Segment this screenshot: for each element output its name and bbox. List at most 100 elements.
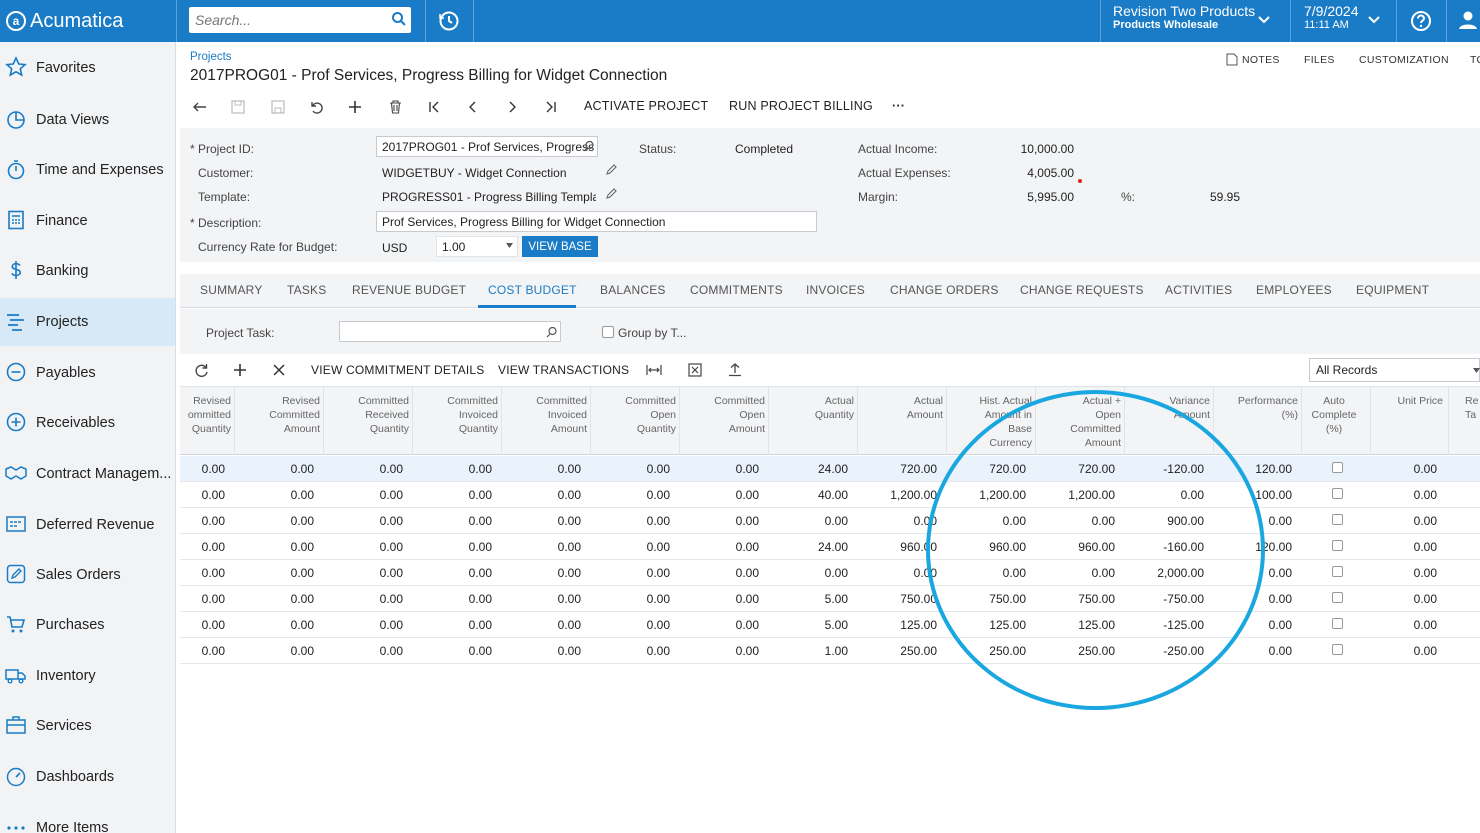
save-button[interactable] [268, 95, 288, 119]
sidebar-item-inventory[interactable]: Inventory [0, 652, 175, 700]
run-project-billing-button[interactable]: RUN PROJECT BILLING [729, 99, 873, 113]
refresh-icon[interactable] [194, 363, 209, 378]
sidebar-item-purchases[interactable]: Purchases [0, 601, 175, 649]
sidebar-item-contract-management[interactable]: Contract Managem... [0, 450, 175, 498]
edit-icon[interactable] [605, 187, 618, 200]
column-header-revised-committed-amount[interactable]: Revised Committed Amount [269, 395, 320, 435]
table-row[interactable]: 0.00 0.00 0.00 0.00 0.00 0.00 0.00 1.00 250.00 25… [180, 638, 1480, 664]
help-icon[interactable] [1410, 10, 1432, 32]
sidebar-item-banking[interactable]: Banking [0, 247, 175, 295]
auto-complete-checkbox[interactable] [1332, 540, 1343, 551]
sidebar-item-receivables[interactable]: Receivables [0, 399, 175, 447]
tab-change-orders[interactable]: CHANGE ORDERS [890, 283, 999, 297]
breadcrumb[interactable]: Projects [190, 51, 232, 63]
search-icon[interactable] [583, 140, 595, 152]
template-value[interactable]: PROGRESS01 - Progress Billing Template [382, 190, 596, 204]
tab-employees[interactable]: EMPLOYEES [1256, 283, 1332, 297]
column-header-unit-price[interactable]: Unit Price [1397, 395, 1443, 407]
view-base-button[interactable]: VIEW BASE [522, 236, 598, 257]
column-header-actual-quantity[interactable]: Actual Quantity [814, 395, 854, 421]
date-selector[interactable]: 7/9/2024 11:11 AM [1304, 3, 1359, 31]
excel-export-icon[interactable] [688, 363, 702, 377]
plus-icon[interactable] [233, 363, 247, 377]
sidebar-item-deferred-revenue[interactable]: Deferred Revenue [0, 501, 175, 549]
auto-complete-checkbox[interactable] [1332, 566, 1343, 577]
next-record-button[interactable] [502, 95, 522, 119]
notes-icon[interactable] [1226, 53, 1238, 66]
column-header-revised-committed-quantity[interactable]: Revised ommitted Quantity [187, 395, 231, 435]
branch-selector[interactable]: Revision Two Products Products Wholesale [1113, 3, 1255, 31]
rate-selector[interactable]: 1.00 [436, 236, 518, 257]
auto-complete-checkbox[interactable] [1332, 514, 1343, 525]
upload-icon[interactable] [728, 362, 742, 377]
search-box[interactable] [189, 7, 411, 33]
search-icon[interactable] [546, 326, 558, 338]
history-icon[interactable] [437, 9, 461, 33]
tab-tasks[interactable]: TASKS [287, 283, 327, 297]
chevron-down-icon[interactable] [1257, 13, 1271, 27]
tab-summary[interactable]: SUMMARY [200, 283, 263, 297]
sidebar-item-sales-orders[interactable]: Sales Orders [0, 551, 175, 599]
tools-link[interactable]: TO [1470, 54, 1480, 66]
fit-columns-icon[interactable] [646, 364, 662, 376]
tab-activities[interactable]: ACTIVITIES [1165, 283, 1233, 297]
search-icon[interactable] [391, 11, 407, 27]
column-header-auto-complete-percent[interactable]: Auto Complete (%) [1311, 395, 1357, 435]
column-header-hist-actual-amount-base[interactable]: Hist. Actual Amount in Base Currency [979, 395, 1032, 449]
tab-change-requests[interactable]: CHANGE REQUESTS [1020, 283, 1144, 297]
search-input[interactable] [189, 7, 379, 33]
table-row[interactable]: 0.00 0.00 0.00 0.00 0.00 0.00 0.00 0.00 0.00 0.00… [180, 560, 1480, 586]
project-id-field[interactable]: 2017PROG01 - Prof Services, Progress Bil… [376, 136, 598, 157]
column-header-performance-percent[interactable]: Performance (%) [1237, 395, 1298, 421]
table-row[interactable]: 0.00 0.00 0.00 0.00 0.00 0.00 0.00 5.00 125.00 12… [180, 612, 1480, 638]
column-header-actual-amount[interactable]: Actual Amount [906, 395, 943, 421]
auto-complete-checkbox[interactable] [1332, 644, 1343, 655]
chevron-down-icon[interactable] [1367, 13, 1381, 27]
close-icon[interactable] [273, 364, 285, 376]
table-row[interactable]: 0.00 0.00 0.00 0.00 0.00 0.00 0.00 5.00 750.00 75… [180, 586, 1480, 612]
view-transactions-button[interactable]: VIEW TRANSACTIONS [498, 363, 630, 377]
sidebar-item-favorites[interactable]: Favorites [0, 44, 175, 92]
first-record-button[interactable] [424, 95, 444, 119]
column-header-committed-invoiced-quantity[interactable]: Committed Invoiced Quantity [447, 395, 498, 435]
column-header-committed-invoiced-amount[interactable]: Committed Invoiced Amount [536, 395, 587, 435]
table-row[interactable]: 0.00 0.00 0.00 0.00 0.00 0.00 0.00 24.00 720.00 7… [180, 456, 1480, 482]
column-header-variance-amount[interactable]: Variance Amount [1169, 395, 1210, 421]
project-task-field[interactable] [339, 321, 561, 342]
files-link[interactable]: FILES [1304, 54, 1335, 66]
tab-cost-budget[interactable]: COST BUDGET [488, 283, 577, 297]
table-row[interactable]: 0.00 0.00 0.00 0.00 0.00 0.00 0.00 0.00 0.00 0.00… [180, 508, 1480, 534]
tab-invoices[interactable]: INVOICES [806, 283, 865, 297]
column-header-revised-tax[interactable]: Re Ta [1465, 395, 1479, 421]
auto-complete-checkbox[interactable] [1332, 488, 1343, 499]
tab-commitments[interactable]: COMMITMENTS [690, 283, 783, 297]
delete-button[interactable] [385, 95, 405, 119]
sidebar-item-services[interactable]: Services [0, 702, 175, 750]
save-close-button[interactable] [228, 95, 248, 119]
sidebar-item-data-views[interactable]: Data Views [0, 96, 175, 144]
activate-project-button[interactable]: ACTIVATE PROJECT [584, 99, 709, 113]
group-by-checkbox[interactable] [602, 326, 614, 338]
sidebar-item-finance[interactable]: Finance [0, 197, 175, 245]
sidebar-item-payables[interactable]: Payables [0, 349, 175, 397]
undo-back-button[interactable] [190, 95, 210, 119]
notes-link[interactable]: NOTES [1242, 54, 1280, 66]
table-row[interactable]: 0.00 0.00 0.00 0.00 0.00 0.00 0.00 40.00 1,200.0… [180, 482, 1480, 508]
auto-complete-checkbox[interactable] [1332, 462, 1343, 473]
column-header-actual-open-committed-amount[interactable]: Actual + Open Committed Amount [1070, 395, 1121, 449]
tab-revenue-budget[interactable]: REVENUE BUDGET [352, 283, 467, 297]
sidebar-item-projects[interactable]: Projects [0, 298, 175, 346]
acumatica-logo[interactable]: a Acumatica [6, 8, 123, 34]
sidebar-item-dashboards[interactable]: Dashboards [0, 753, 175, 801]
tab-equipment[interactable]: EQUIPMENT [1356, 283, 1430, 297]
table-row[interactable]: 0.00 0.00 0.00 0.00 0.00 0.00 0.00 24.00 960.00 9… [180, 534, 1480, 560]
auto-complete-checkbox[interactable] [1332, 618, 1343, 629]
last-record-button[interactable] [541, 95, 561, 119]
cancel-button[interactable] [306, 95, 326, 119]
column-header-committed-open-quantity[interactable]: Committed Open Quantity [625, 395, 676, 435]
description-field[interactable]: Prof Services, Progress Billing for Widg… [376, 211, 817, 232]
sidebar-item-more-items[interactable]: More Items [0, 804, 175, 833]
customer-value[interactable]: WIDGETBUY - Widget Connection [382, 166, 567, 180]
customization-link[interactable]: CUSTOMIZATION [1359, 54, 1449, 66]
auto-complete-checkbox[interactable] [1332, 592, 1343, 603]
